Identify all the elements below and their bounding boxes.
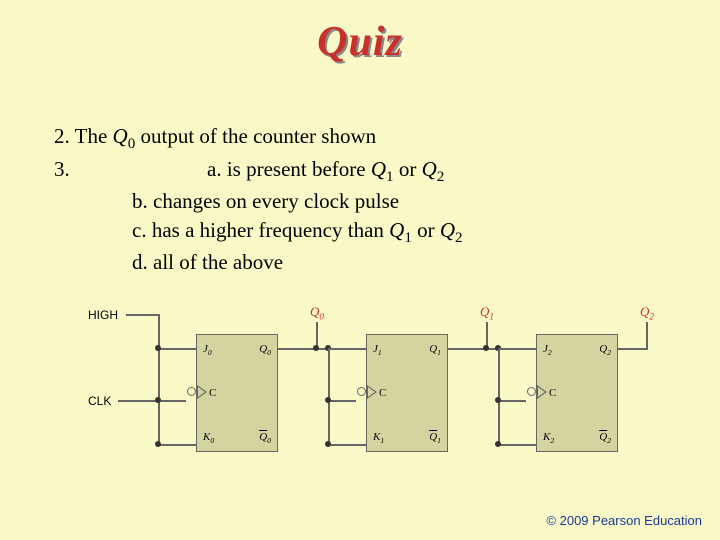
clk-bubble-1 bbox=[357, 387, 366, 396]
node-c1 bbox=[325, 397, 331, 403]
wire-q1-out bbox=[448, 348, 498, 350]
opt-c-q2: Q bbox=[440, 218, 455, 242]
opt-c-or: or bbox=[412, 218, 440, 242]
node-clk0 bbox=[155, 397, 161, 403]
wire-k1 bbox=[328, 444, 366, 446]
out-q2: Q2 bbox=[640, 304, 654, 322]
wire-j2 bbox=[498, 348, 536, 350]
high-wire bbox=[126, 314, 158, 316]
copyright: © 2009 Pearson Education bbox=[546, 513, 702, 528]
high-label: HIGH bbox=[88, 308, 118, 322]
node-j0 bbox=[155, 345, 161, 351]
clk-bubble-2 bbox=[527, 387, 536, 396]
clk-bubble-0 bbox=[187, 387, 196, 396]
opt-a-pre: a. is present before bbox=[207, 157, 371, 181]
quiz-title: Quiz bbox=[0, 0, 720, 66]
opt-c-s2: 2 bbox=[455, 230, 463, 246]
flipflop-0: J0 C K0 Q0 Q0 bbox=[196, 334, 278, 452]
opt-a-or: or bbox=[394, 157, 422, 181]
circuit-diagram: HIGH CLK J0 C K0 Q0 Q0 Q0 J1 C K1 Q1 Q1 bbox=[88, 302, 648, 472]
node-k2 bbox=[495, 441, 501, 447]
wire-k0 bbox=[158, 444, 196, 446]
q-number-3: 3. bbox=[54, 155, 70, 183]
flipflop-1: J1 C K1 Q1 Q1 bbox=[366, 334, 448, 452]
opt-c-q1: Q bbox=[389, 218, 404, 242]
clk-edge-0 bbox=[197, 385, 207, 399]
clk-label: CLK bbox=[88, 394, 111, 408]
wire-q2-up bbox=[646, 322, 648, 348]
node-k1 bbox=[325, 441, 331, 447]
question: 2. The Q0 output of the counter shown 3.… bbox=[54, 122, 463, 276]
out-q0: Q0 bbox=[310, 304, 324, 322]
node-k0 bbox=[155, 441, 161, 447]
stem-var: Q bbox=[113, 124, 128, 148]
opt-c-s1: 1 bbox=[404, 230, 412, 246]
opt-d: d. all of the above bbox=[132, 248, 463, 276]
node-c2 bbox=[495, 397, 501, 403]
opt-a-q1: Q bbox=[371, 157, 386, 181]
opt-b: b. changes on every clock pulse bbox=[132, 187, 463, 215]
wire-k2 bbox=[498, 444, 536, 446]
wire-j1 bbox=[328, 348, 366, 350]
stem-pre: The bbox=[75, 124, 113, 148]
high-drop bbox=[158, 314, 160, 445]
q-number-2: 2. bbox=[54, 122, 70, 150]
out-q1: Q1 bbox=[480, 304, 494, 322]
wire-j0 bbox=[158, 348, 196, 350]
wire-q0-out bbox=[278, 348, 328, 350]
opt-a-s2: 2 bbox=[437, 169, 445, 185]
flipflop-2: J2 C K2 Q2 Q2 bbox=[536, 334, 618, 452]
wire-c1 bbox=[328, 400, 356, 402]
opt-a-s1: 1 bbox=[386, 169, 394, 185]
wire-c2 bbox=[498, 400, 526, 402]
node-q1-tap bbox=[483, 345, 489, 351]
wire-q2-out bbox=[618, 348, 648, 350]
clk-wire bbox=[118, 400, 186, 402]
clk-edge-2 bbox=[537, 385, 547, 399]
opt-c-pre: c. has a higher frequency than bbox=[132, 218, 389, 242]
clk-edge-1 bbox=[367, 385, 377, 399]
opt-a-q2: Q bbox=[422, 157, 437, 181]
stem-post: output of the counter shown bbox=[135, 124, 376, 148]
node-q0-tap bbox=[313, 345, 319, 351]
